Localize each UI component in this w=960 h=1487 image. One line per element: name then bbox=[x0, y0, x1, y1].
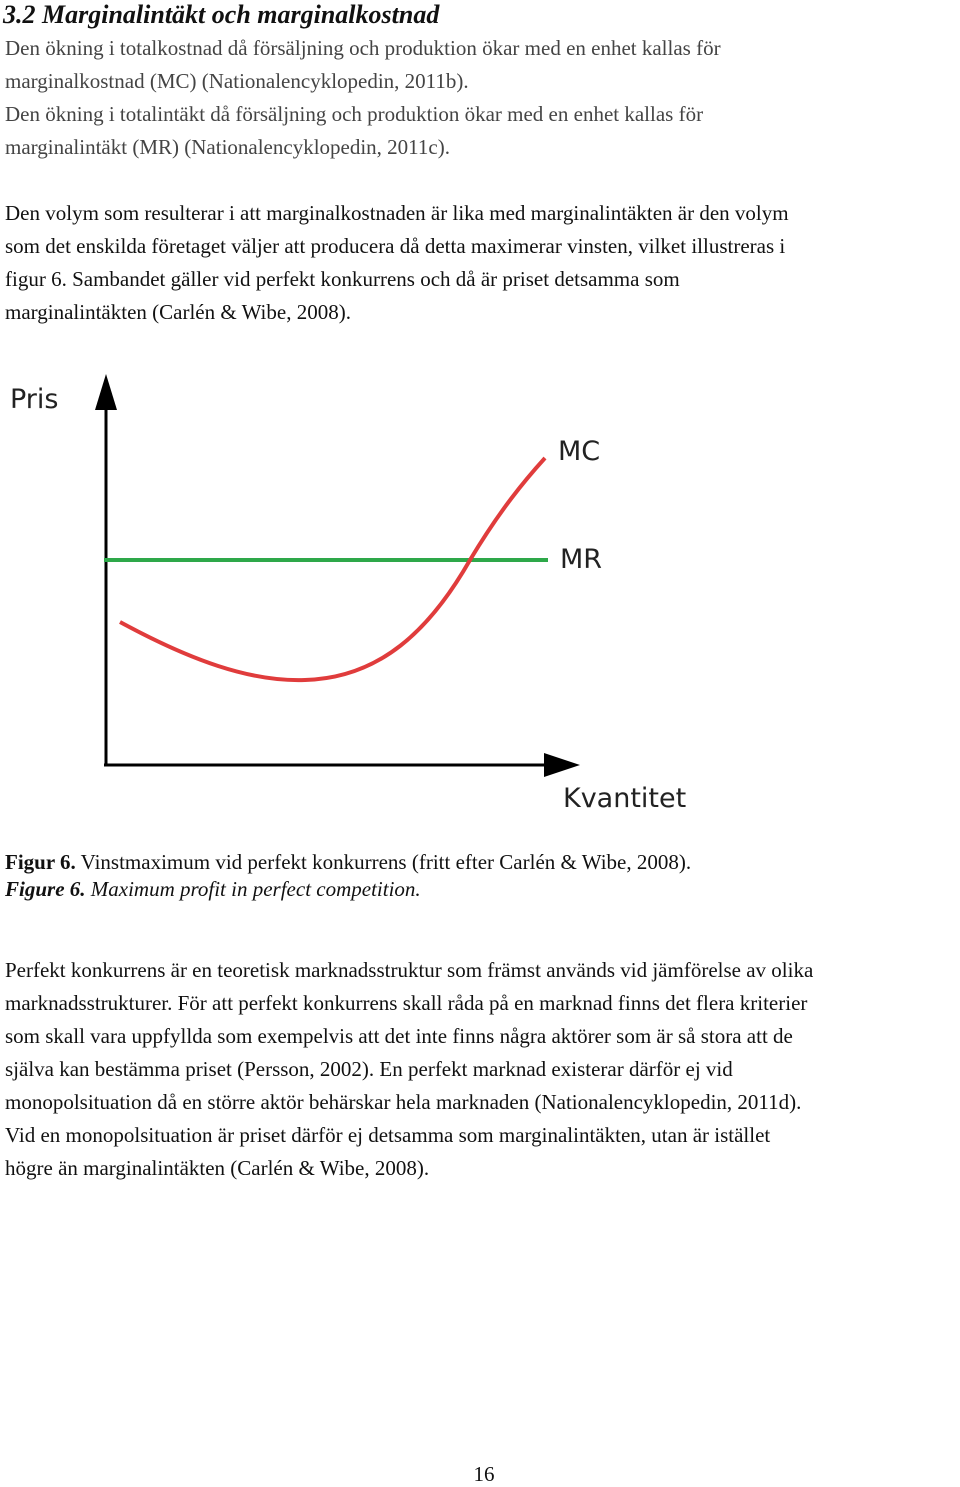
text-line: Den volym som resulterar i att marginalk… bbox=[5, 201, 789, 225]
text-line: Perfekt konkurrens är en teoretisk markn… bbox=[5, 958, 814, 982]
text-line: marknadsstrukturer. För att perfekt konk… bbox=[5, 991, 808, 1015]
caption: Figure 6. Maximum profit in perfect comp… bbox=[5, 876, 421, 902]
text-line: Vid en monopolsituation är priset därför… bbox=[5, 1123, 771, 1147]
heading: 3.2 Marginalintäkt och marginalkostnad bbox=[3, 0, 440, 29]
curve-label: MR bbox=[560, 544, 602, 575]
text-line: som det enskilda företaget väljer att pr… bbox=[5, 234, 786, 258]
text-line: högre än marginalintäkten (Carlén & Wibe… bbox=[5, 1156, 430, 1180]
text-line: Den ökning i totalintäkt då försäljning … bbox=[5, 102, 704, 126]
caption-text: Vinstmaximum vid perfekt konkurrens (fri… bbox=[80, 850, 692, 874]
text-line: själva kan bestämma priset (Persson, 200… bbox=[5, 1057, 733, 1081]
text-line: som skall vara uppfyllda som exempelvis … bbox=[5, 1024, 793, 1048]
caption: Figur 6. Vinstmaximum vid perfekt konkur… bbox=[5, 849, 691, 875]
figure: Pris MC MR Kvantitet bbox=[10, 374, 686, 814]
caption-text: Maximum profit in perfect competition. bbox=[90, 877, 421, 901]
curve-label: MC bbox=[558, 436, 600, 467]
y-axis-label: Pris bbox=[10, 384, 58, 415]
y-axis-arrow bbox=[95, 374, 117, 410]
mc-curve bbox=[119, 456, 547, 683]
caption-label: Figur 6. bbox=[5, 850, 76, 874]
caption-label: Figure 6. bbox=[5, 877, 86, 901]
text-line: marginalkostnad (MC) (Nationalencykloped… bbox=[5, 69, 469, 93]
page-number: 16 bbox=[473, 1462, 495, 1486]
x-axis-label: Kvantitet bbox=[563, 783, 686, 814]
text-line: monopolsituation då en större aktör behä… bbox=[5, 1090, 802, 1114]
text-line: figur 6. Sambandet gäller vid perfekt ko… bbox=[5, 267, 680, 291]
text-line: Den ökning i totalkostnad då försäljning… bbox=[5, 36, 721, 60]
text-line: marginalintäkten (Carlén & Wibe, 2008). bbox=[5, 300, 351, 324]
x-axis-arrow bbox=[544, 753, 580, 777]
text-line: marginalintäkt (MR) (Nationalencyklopedi… bbox=[5, 135, 450, 159]
